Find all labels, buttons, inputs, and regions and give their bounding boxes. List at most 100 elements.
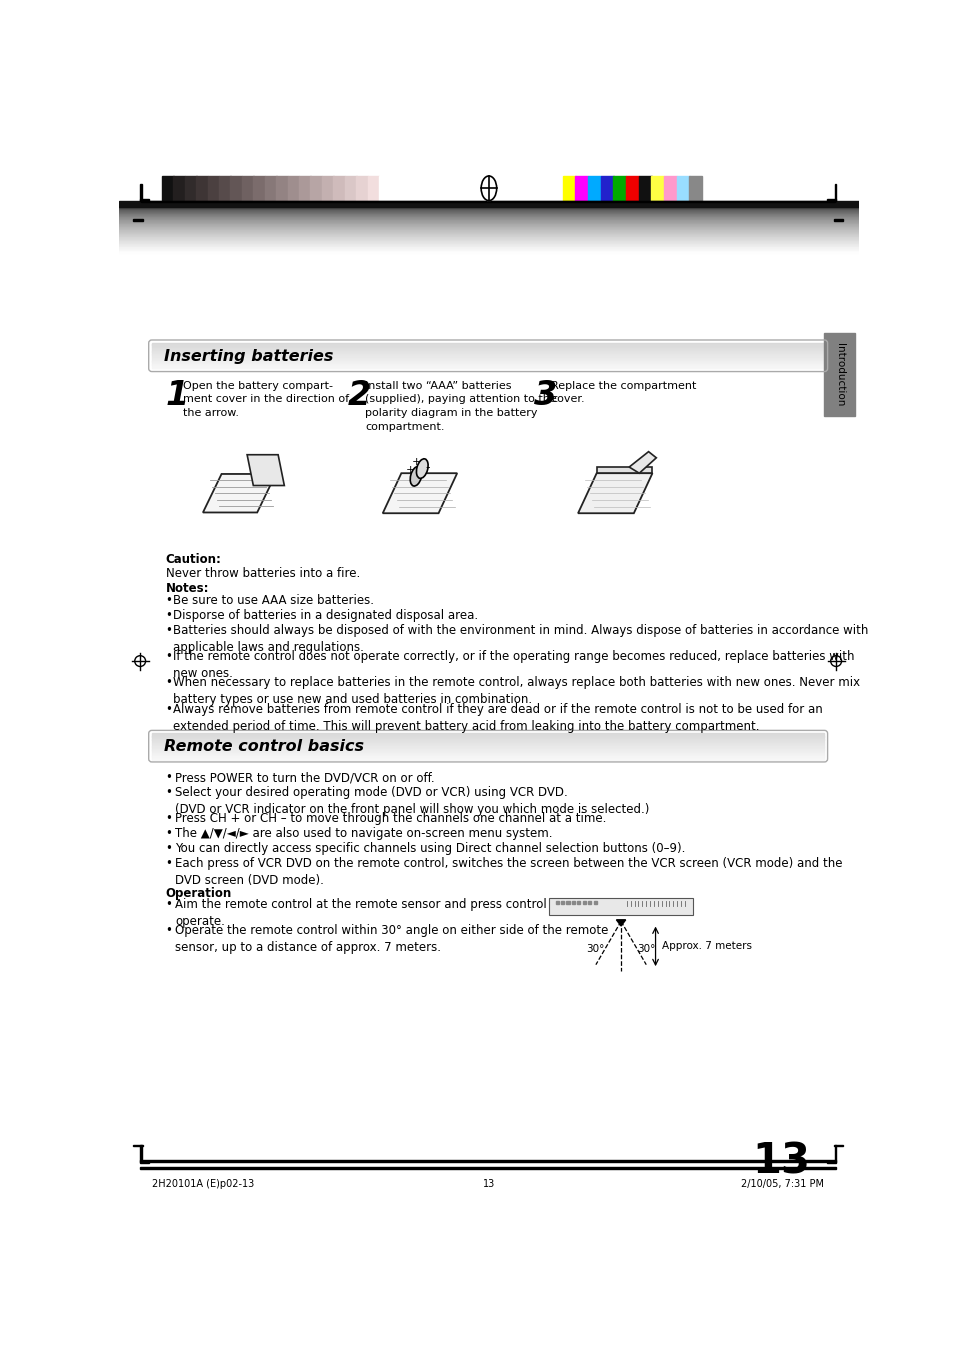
Bar <box>133 219 142 220</box>
Polygon shape <box>382 473 456 513</box>
Text: •: • <box>166 624 172 638</box>
Text: Remote control basics: Remote control basics <box>164 739 364 754</box>
Bar <box>555 901 558 904</box>
Text: •: • <box>166 771 172 784</box>
Text: Operation: Operation <box>166 886 232 900</box>
Bar <box>265 176 276 200</box>
Text: Batteries should always be disposed of with the environment in mind. Always disp: Batteries should always be disposed of w… <box>173 624 868 654</box>
Bar <box>140 199 150 200</box>
Bar <box>140 1162 150 1163</box>
Ellipse shape <box>416 459 428 478</box>
Text: 1: 1 <box>166 380 189 412</box>
Text: •: • <box>166 843 172 855</box>
Text: •: • <box>166 858 172 870</box>
Text: When necessary to replace batteries in the remote control, always replace both b: When necessary to replace batteries in t… <box>173 677 860 707</box>
Bar <box>571 901 575 904</box>
Bar <box>613 176 626 200</box>
Text: Notes:: Notes: <box>166 582 209 594</box>
Bar <box>162 176 173 200</box>
Bar <box>833 1144 842 1146</box>
Polygon shape <box>616 920 625 925</box>
Bar <box>582 901 585 904</box>
Bar <box>287 176 299 200</box>
Bar <box>575 176 588 200</box>
Bar <box>344 176 356 200</box>
Text: Each press of VCR DVD on the remote control, switches the screen between the VCR: Each press of VCR DVD on the remote cont… <box>174 858 841 888</box>
Bar <box>600 176 613 200</box>
Bar <box>566 901 569 904</box>
Bar <box>651 176 663 200</box>
Text: Open the battery compart-
ment cover in the direction of
the arrow.: Open the battery compart- ment cover in … <box>183 381 349 417</box>
Text: •: • <box>166 786 172 800</box>
Text: Disporse of batteries in a designated disposal area.: Disporse of batteries in a designated di… <box>173 609 478 621</box>
Text: +: + <box>406 465 415 476</box>
Bar <box>367 176 379 200</box>
Text: The ▲/▼/◄/► are also used to navigate on-screen menu system.: The ▲/▼/◄/► are also used to navigate on… <box>174 827 552 840</box>
Polygon shape <box>596 467 652 473</box>
Bar <box>378 176 391 200</box>
Bar <box>834 1144 835 1162</box>
Bar <box>140 184 142 200</box>
Ellipse shape <box>410 466 421 486</box>
Bar <box>119 200 858 207</box>
Text: •: • <box>166 812 172 825</box>
Bar <box>826 199 835 200</box>
Text: •: • <box>166 594 172 607</box>
Text: Press POWER to turn the DVD/VCR on or off.: Press POWER to turn the DVD/VCR on or of… <box>174 771 435 784</box>
Bar <box>689 176 701 200</box>
Bar <box>242 176 253 200</box>
Bar <box>826 1162 835 1163</box>
Bar <box>208 176 219 200</box>
Bar <box>834 184 835 200</box>
Bar <box>253 176 265 200</box>
Text: +: + <box>412 458 421 467</box>
Text: 2H20101A (E)p02-13: 2H20101A (E)p02-13 <box>152 1178 253 1189</box>
Text: Inserting batteries: Inserting batteries <box>164 349 334 363</box>
Bar <box>321 176 334 200</box>
Text: Be sure to use AAA size batteries.: Be sure to use AAA size batteries. <box>173 594 375 607</box>
Bar <box>276 176 288 200</box>
Bar <box>833 219 842 220</box>
Bar <box>663 176 677 200</box>
Text: Introduction: Introduction <box>834 343 844 407</box>
Text: 3: 3 <box>534 380 557 412</box>
Bar <box>823 334 855 416</box>
Bar <box>133 1144 142 1146</box>
Bar <box>185 176 196 200</box>
Text: -: - <box>425 461 430 474</box>
Bar <box>333 176 345 200</box>
Text: Install two “AAA” batteries
(supplied), paying attention to the
polarity diagram: Install two “AAA” batteries (supplied), … <box>365 381 557 431</box>
Text: Aim the remote control at the remote sensor and press control buttons to
operate: Aim the remote control at the remote sen… <box>174 898 611 928</box>
Text: 30°: 30° <box>637 944 656 954</box>
Text: If the remote control does not operate correctly, or if the operating range beco: If the remote control does not operate c… <box>173 650 854 681</box>
Text: Caution:: Caution: <box>166 554 221 566</box>
Text: Select your desired operating mode (DVD or VCR) using VCR DVD.
(DVD or VCR indic: Select your desired operating mode (DVD … <box>174 786 649 816</box>
Bar <box>231 176 242 200</box>
Text: 2/10/05, 7:31 PM: 2/10/05, 7:31 PM <box>740 1178 823 1189</box>
Text: Approx. 7 meters: Approx. 7 meters <box>661 942 751 951</box>
Polygon shape <box>629 451 656 473</box>
Text: •: • <box>166 898 172 911</box>
Bar <box>638 176 651 200</box>
Text: You can directly access specific channels using Direct channel selection buttons: You can directly access specific channel… <box>174 843 684 855</box>
Bar <box>577 901 579 904</box>
Text: 30°: 30° <box>585 944 604 954</box>
Bar <box>173 176 185 200</box>
Bar <box>140 1144 142 1162</box>
Bar <box>587 176 600 200</box>
Text: 2: 2 <box>348 380 371 412</box>
Bar <box>141 200 835 203</box>
Text: Operate the remote control within 30° angle on either side of the remote
sensor,: Operate the remote control within 30° an… <box>174 924 608 954</box>
Polygon shape <box>247 455 284 485</box>
Polygon shape <box>203 474 275 512</box>
Bar <box>625 176 639 200</box>
Text: Never throw batteries into a fire.: Never throw batteries into a fire. <box>166 567 359 580</box>
Text: 13: 13 <box>482 1178 495 1189</box>
Text: •: • <box>166 609 172 621</box>
Bar <box>549 898 692 915</box>
Bar <box>298 176 311 200</box>
Text: •: • <box>166 677 172 689</box>
Text: •: • <box>166 703 172 716</box>
Bar <box>219 176 231 200</box>
Bar <box>587 901 591 904</box>
